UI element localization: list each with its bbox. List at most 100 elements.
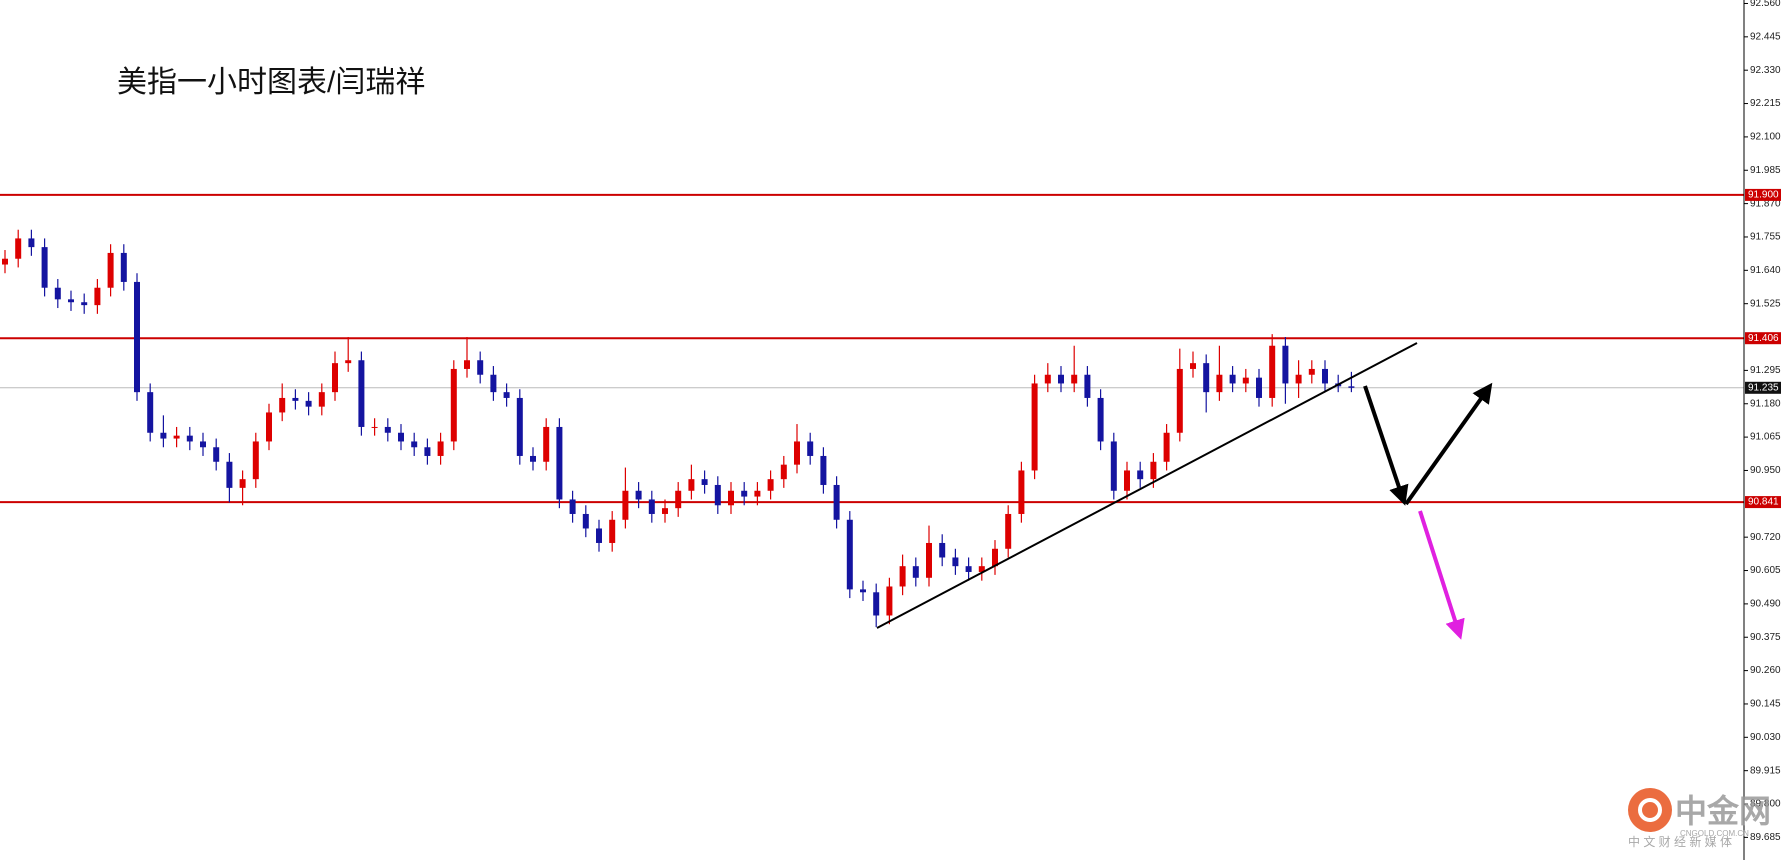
candle-body xyxy=(1242,377,1249,384)
candle-body xyxy=(899,566,906,587)
candle-body xyxy=(1322,368,1328,384)
current-price-label: 91.235 xyxy=(1748,382,1779,393)
candle-body xyxy=(741,490,748,497)
level-label: 91.406 xyxy=(1748,333,1779,344)
candle-body xyxy=(714,484,721,506)
candle-body xyxy=(1031,383,1038,471)
candle-body xyxy=(239,479,246,488)
candle-body xyxy=(1216,374,1223,393)
candle-body xyxy=(332,363,338,393)
y-tick-label: 91.065 xyxy=(1750,432,1781,443)
candle-body xyxy=(1110,441,1117,491)
candle-body xyxy=(780,464,787,480)
candle-body xyxy=(767,479,774,491)
candle-body xyxy=(794,441,800,465)
candle-body xyxy=(411,441,418,448)
watermark: 中金网 CNGOLD.COM.CN 中 文 财 经 新 媒 体 xyxy=(1628,788,1771,849)
candle-body xyxy=(173,435,180,439)
candle-body xyxy=(200,441,206,448)
y-tick-label: 91.755 xyxy=(1750,232,1781,243)
candle-body xyxy=(1229,374,1236,384)
candle-body xyxy=(1124,470,1130,491)
candle-body xyxy=(833,484,840,520)
candle-body xyxy=(939,542,946,558)
forecast-arrow-down xyxy=(1363,385,1409,506)
candle-body xyxy=(516,397,523,456)
chart-title: 美指一小时图表/闫瑞祥 xyxy=(117,66,425,99)
candle-body xyxy=(1150,461,1157,480)
candle-body xyxy=(1348,386,1355,388)
watermark-tagline: 中 文 财 经 新 媒 体 xyxy=(1628,834,1732,849)
candle-body xyxy=(820,455,827,485)
candle-body xyxy=(701,479,708,485)
candle-body xyxy=(543,426,550,462)
candle-body xyxy=(1256,377,1262,398)
logo-mark xyxy=(1638,798,1662,822)
price-axis-labels: 92.560 92.445 92.330 92.215 92.100 91.985 91.8… xyxy=(1744,0,1781,843)
candle-body xyxy=(292,397,299,401)
candle-body xyxy=(807,441,814,456)
candle-body xyxy=(596,528,602,543)
candle-body xyxy=(266,412,272,442)
level-box xyxy=(1745,332,1781,345)
candle-body xyxy=(992,548,998,567)
candle-body xyxy=(965,566,972,572)
y-tick-label: 92.215 xyxy=(1750,98,1781,109)
candle-body xyxy=(662,508,668,514)
candle-body xyxy=(556,426,563,500)
level-label: 91.900 xyxy=(1748,190,1779,201)
candle-body xyxy=(213,447,220,462)
candle-body xyxy=(846,519,853,590)
candle-body xyxy=(1084,374,1091,398)
candle-body xyxy=(1308,368,1315,375)
candle-body xyxy=(358,360,365,427)
candle-body xyxy=(1058,374,1064,384)
candle-body xyxy=(1097,397,1104,442)
candle-body xyxy=(1176,368,1183,433)
y-tick-label: 90.605 xyxy=(1750,565,1781,576)
watermark-name: 中金网 xyxy=(1675,793,1771,829)
level-box xyxy=(1745,496,1781,509)
candle-body xyxy=(41,247,48,288)
y-tick-label: 92.560 xyxy=(1750,0,1781,9)
candle-body xyxy=(226,461,233,488)
candle-body xyxy=(68,299,74,303)
candle-body xyxy=(1137,470,1144,480)
y-tick-label: 90.490 xyxy=(1750,599,1781,610)
candle-body xyxy=(120,252,127,282)
candle-body xyxy=(134,281,140,393)
y-tick-label: 89.915 xyxy=(1750,765,1781,776)
candle-body xyxy=(530,455,536,462)
candle-body xyxy=(1005,513,1012,549)
logo xyxy=(1628,788,1672,832)
candle-body xyxy=(490,374,497,393)
candle-body xyxy=(81,302,88,306)
candle-body xyxy=(1044,374,1051,384)
candle-body xyxy=(1295,374,1302,384)
y-tick-label: 89.685 xyxy=(1750,832,1781,843)
candle-body xyxy=(147,392,154,433)
candle-body xyxy=(318,392,325,407)
candle-body xyxy=(477,360,484,375)
candle-body xyxy=(912,566,919,578)
candle-body xyxy=(1190,363,1196,369)
y-tick-label: 89.800 xyxy=(1750,799,1781,810)
current-price-box xyxy=(1745,381,1781,394)
y-tick-label: 92.100 xyxy=(1750,132,1781,143)
candle-body xyxy=(754,490,761,497)
y-tick-label: 92.330 xyxy=(1750,65,1781,76)
y-tick-label: 91.985 xyxy=(1750,165,1781,176)
y-tick-label: 90.145 xyxy=(1750,699,1781,710)
price-layer xyxy=(0,193,1744,504)
candle-body xyxy=(345,360,352,364)
candle-body xyxy=(952,557,959,567)
candle-body xyxy=(450,368,457,442)
y-tick-label: 92.445 xyxy=(1750,31,1781,42)
candles xyxy=(2,229,1355,628)
candle-body xyxy=(978,566,985,572)
candle-body xyxy=(186,435,193,442)
y-tick-label: 91.525 xyxy=(1750,298,1781,309)
candle-body xyxy=(609,519,616,543)
